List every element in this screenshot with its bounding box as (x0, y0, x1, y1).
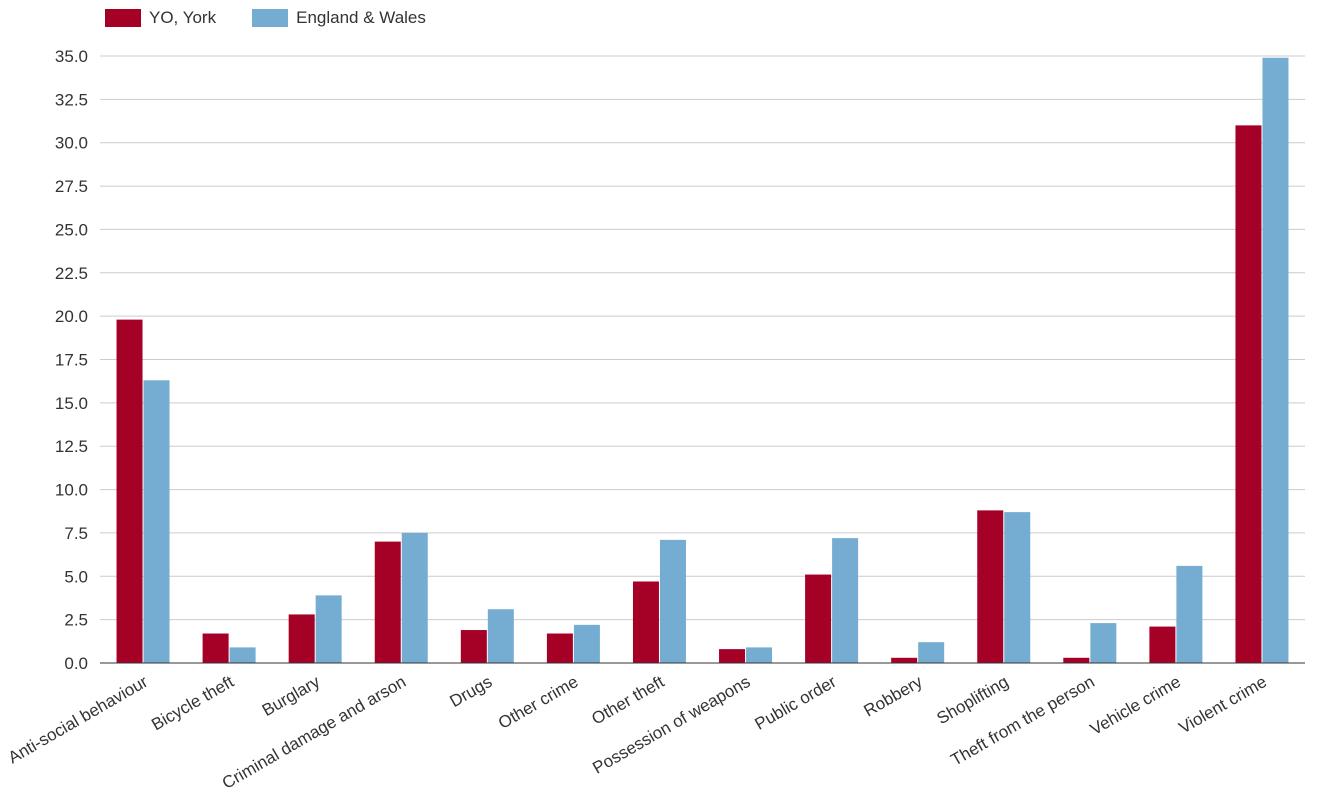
bar[interactable] (1004, 512, 1031, 663)
bar[interactable] (719, 649, 746, 663)
bar[interactable] (659, 539, 686, 663)
y-tick-label: 20.0 (55, 307, 88, 326)
y-tick-label: 2.5 (64, 611, 88, 630)
bar[interactable] (918, 642, 945, 663)
legend-label-york: YO, York (149, 8, 217, 27)
bar[interactable] (573, 624, 600, 663)
x-tick-label: Public order (752, 672, 840, 734)
bar[interactable] (315, 595, 342, 663)
y-tick-label: 17.5 (55, 351, 88, 370)
bar[interactable] (116, 319, 143, 663)
bar[interactable] (1090, 623, 1117, 663)
bar[interactable] (487, 609, 514, 663)
legend-item-england-wales[interactable]: England & Wales (252, 8, 426, 28)
y-tick-label: 35.0 (55, 47, 88, 66)
x-tick-label: Bicycle theft (148, 672, 237, 734)
x-tick-label: Other theft (588, 672, 667, 729)
bar[interactable] (1149, 626, 1176, 663)
x-tick-label: Theft from the person (948, 672, 1098, 770)
y-tick-label: 10.0 (55, 481, 88, 500)
bar[interactable] (460, 630, 487, 663)
x-tick-label: Possession of weapons (589, 672, 753, 778)
bar[interactable] (288, 614, 315, 663)
x-tick-label: Burglary (259, 672, 324, 720)
x-tick-label: Violent crime (1176, 672, 1270, 737)
bar[interactable] (977, 510, 1004, 663)
bar[interactable] (805, 574, 832, 663)
legend-item-york[interactable]: YO, York (105, 8, 216, 28)
legend-swatch-england-wales (252, 9, 289, 27)
y-tick-label: 5.0 (64, 567, 88, 586)
bar[interactable] (1063, 657, 1090, 663)
bar[interactable] (746, 647, 773, 663)
legend-swatch-york (105, 9, 141, 27)
legend: YO, York England & Wales (105, 8, 462, 28)
y-tick-label: 7.5 (64, 524, 88, 543)
x-tick-label: Vehicle crime (1087, 672, 1184, 739)
y-tick-label: 12.5 (55, 437, 88, 456)
bar[interactable] (1176, 565, 1203, 663)
legend-label-england-wales: England & Wales (296, 8, 426, 27)
x-tick-label: Drugs (447, 672, 496, 711)
y-tick-label: 30.0 (55, 134, 88, 153)
y-tick-label: 15.0 (55, 394, 88, 413)
bar[interactable] (229, 647, 256, 663)
bar[interactable] (832, 538, 859, 663)
x-tick-label: Anti-social behaviour (5, 672, 151, 768)
bar[interactable] (143, 380, 170, 663)
x-tick-label: Shoplifting (933, 672, 1011, 728)
bar[interactable] (1262, 57, 1289, 663)
bar[interactable] (891, 657, 918, 663)
x-tick-label: Other crime (495, 672, 581, 733)
bar[interactable] (1235, 125, 1262, 663)
bar[interactable] (546, 633, 573, 663)
bar[interactable] (401, 532, 428, 663)
y-tick-label: 22.5 (55, 264, 88, 283)
y-tick-label: 25.0 (55, 220, 88, 239)
y-tick-label: 32.5 (55, 90, 88, 109)
y-tick-label: 0.0 (64, 654, 88, 673)
y-tick-label: 27.5 (55, 177, 88, 196)
x-tick-label: Robbery (861, 672, 927, 721)
bar[interactable] (374, 541, 401, 663)
bar[interactable] (632, 581, 659, 663)
bar[interactable] (202, 633, 229, 663)
